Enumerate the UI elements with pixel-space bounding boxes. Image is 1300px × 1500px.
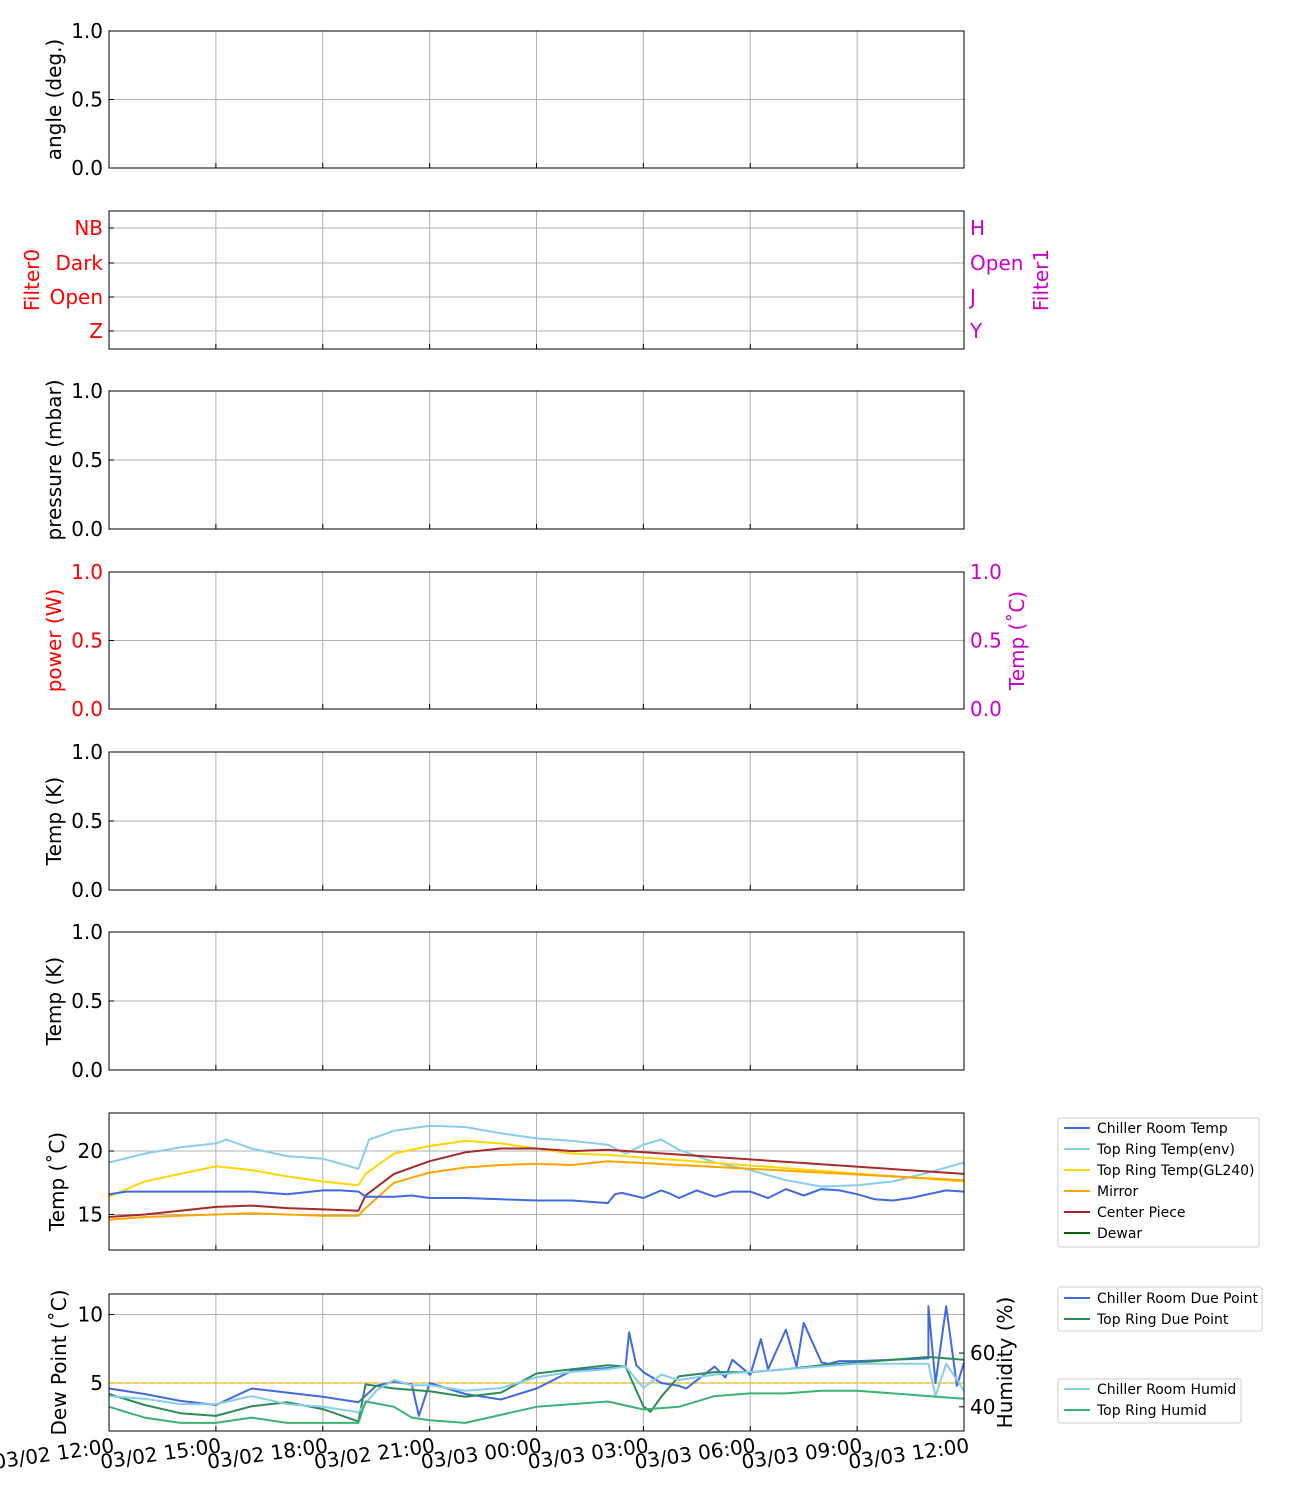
y-tick-label: 0.5: [71, 448, 103, 472]
y2-tick-label: Y: [969, 319, 983, 343]
y-tick-label: 1.0: [71, 19, 103, 43]
y-axis-label-left: Filter0: [20, 249, 44, 311]
y-tick-label: 10: [78, 1303, 103, 1327]
series-line-chiller-room-due-point: [108, 1305, 965, 1417]
y-tick-label: 0.0: [71, 878, 103, 902]
plot-frame: [108, 30, 965, 169]
y-tick-label: 5: [90, 1371, 103, 1395]
y2-tick-label: 60: [970, 1341, 995, 1365]
y-tick-label: NB: [74, 216, 103, 240]
legend-label: Center Piece: [1097, 1205, 1186, 1221]
legend-label: Top Ring Temp(GL240): [1096, 1163, 1255, 1179]
y-tick-label: 1.0: [71, 740, 103, 764]
y-tick-label: 1.0: [71, 560, 103, 584]
x-tick-label: 03/03 00:00: [419, 1433, 543, 1474]
series-line-chiller-room-temp: [108, 1188, 965, 1205]
y-tick-label: 0.0: [71, 697, 103, 721]
legend-box: [1057, 1378, 1242, 1424]
plot-frame: [108, 931, 965, 1071]
legend-label: Chiller Room Temp: [1097, 1121, 1228, 1137]
plot-frame: [108, 1112, 965, 1251]
legend-label: Top Ring Temp(env): [1096, 1142, 1235, 1158]
y-axis-label-left: Dew Point (˚C): [47, 1289, 71, 1435]
series-line-top-ring-temp-env: [108, 1124, 965, 1188]
legend-label: Mirror: [1097, 1184, 1138, 1200]
y-axis-label: Temp (˚C): [45, 1132, 69, 1232]
legend-label: Chiller Room Due Point: [1097, 1291, 1258, 1307]
y-tick-label: 0.5: [71, 629, 103, 653]
y-tick-label: 1.0: [71, 379, 103, 403]
y-axis-label-right: Temp (˚C): [1005, 591, 1029, 691]
y-tick-label: Open: [50, 285, 103, 309]
x-tick-label: 03/03 12:00: [847, 1433, 971, 1474]
plot-frame: [108, 210, 965, 350]
y-tick-label: 15: [78, 1202, 103, 1226]
legend-label: Top Ring Humid: [1096, 1403, 1207, 1419]
plot-frame: [108, 751, 965, 891]
series-line-chiller-room-humid: [108, 1362, 965, 1414]
plot-frame: [108, 390, 965, 530]
y2-tick-label: 40: [970, 1395, 995, 1419]
series-line-mirror: [108, 1160, 965, 1221]
plot-frame: [108, 571, 965, 710]
y2-tick-label: 0.0: [970, 697, 1002, 721]
y2-tick-label: J: [968, 285, 976, 309]
y-tick-label: 0.5: [71, 88, 103, 112]
y-axis-label-right: Filter1: [1029, 249, 1053, 311]
y-axis-label: angle (deg.): [42, 39, 66, 161]
series-line-top-ring-humid: [108, 1389, 965, 1424]
x-tick-label: 03/02 15:00: [99, 1433, 223, 1474]
y-axis-label: Temp (K): [42, 777, 66, 866]
plot-frame: [108, 1293, 965, 1432]
y-tick-label: 0.5: [71, 989, 103, 1013]
y2-tick-label: 1.0: [970, 560, 1002, 584]
y-tick-label: 0.0: [71, 1058, 103, 1082]
y-tick-label: 0.0: [71, 156, 103, 180]
y-tick-label: 20: [78, 1139, 103, 1163]
y-tick-label: 0.0: [71, 517, 103, 541]
y-tick-label: 1.0: [71, 920, 103, 944]
legend-label: Dewar: [1097, 1226, 1142, 1242]
x-tick-label: 03/03 06:00: [633, 1433, 757, 1474]
y-tick-label: Dark: [56, 251, 104, 275]
y2-tick-label: H: [970, 216, 985, 240]
x-tick-label: 03/02 21:00: [313, 1433, 437, 1474]
legend-box: [1057, 1117, 1260, 1248]
y-axis-label-left: power (W): [42, 589, 66, 693]
x-tick-label: 03/03 03:00: [526, 1433, 650, 1474]
y-axis-label: Temp (K): [42, 957, 66, 1046]
y-tick-label: 0.5: [71, 809, 103, 833]
y-tick-label: Z: [89, 319, 103, 343]
y-axis-label: pressure (mbar): [42, 379, 66, 540]
legend-label: Chiller Room Humid: [1097, 1382, 1236, 1398]
x-tick-label: 03/02 18:00: [206, 1433, 330, 1474]
legend-box: [1057, 1286, 1263, 1332]
legend-label: Top Ring Due Point: [1096, 1312, 1229, 1328]
y2-tick-label: Open: [970, 251, 1023, 275]
x-tick-label: 03/03 09:00: [740, 1433, 864, 1474]
y-axis-label-right: Humidity (%): [993, 1297, 1017, 1429]
y2-tick-label: 0.5: [970, 629, 1002, 653]
